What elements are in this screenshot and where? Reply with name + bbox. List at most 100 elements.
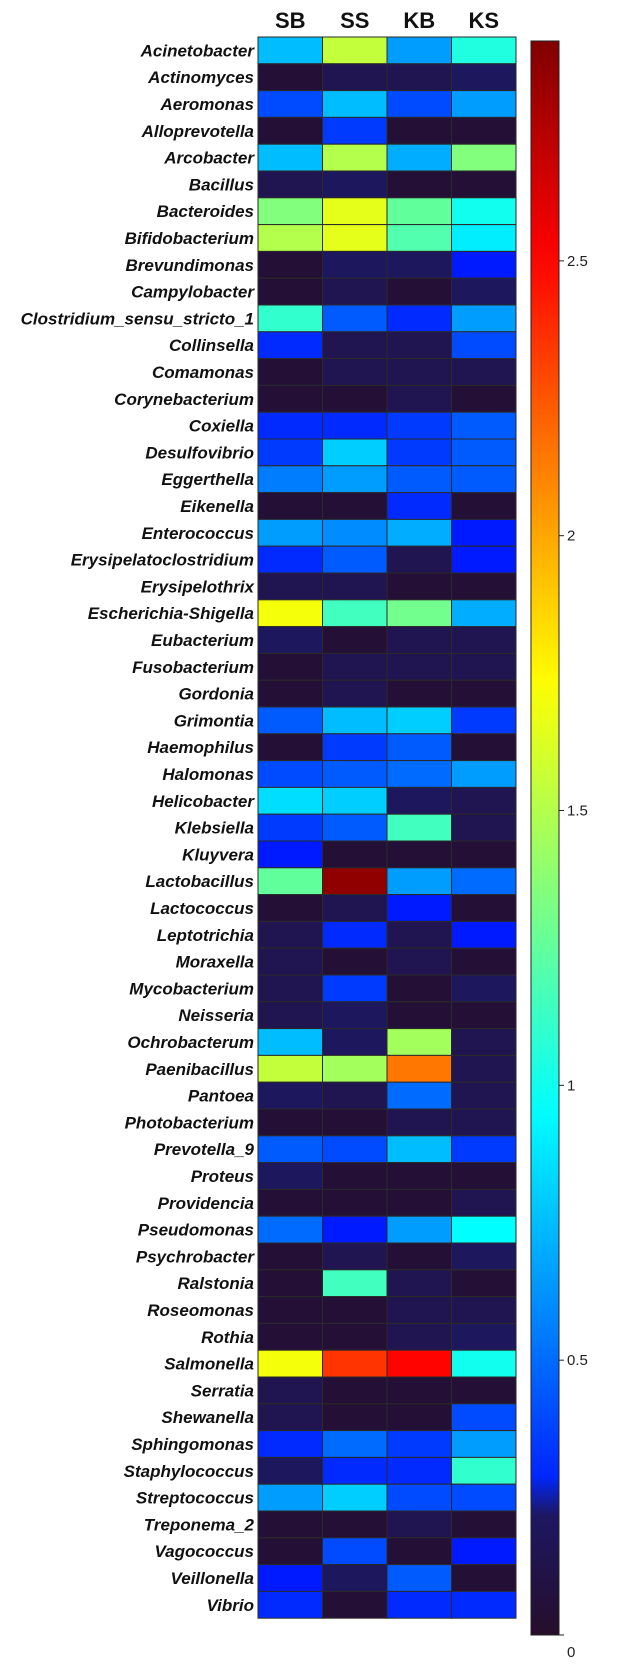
heatmap-cell [386, 894, 452, 922]
row-label: Bacillus [189, 175, 254, 194]
heatmap-cell [386, 1590, 452, 1619]
heatmap-cell [322, 1054, 388, 1083]
heatmap-cell [451, 1188, 517, 1217]
heatmap-cell [386, 786, 452, 815]
row-label: Sphingomonas [131, 1435, 254, 1454]
heatmap-cell [322, 1296, 388, 1324]
row-label: Vagococcus [154, 1542, 254, 1561]
heatmap-cell [386, 867, 452, 896]
column-label-ss: SS [340, 8, 369, 33]
heatmap-cell [386, 572, 452, 601]
heatmap-cell [451, 1135, 517, 1164]
heatmap-cell [386, 1081, 452, 1110]
heatmap-cell [451, 1269, 517, 1298]
row-label: Treponema_2 [144, 1515, 255, 1534]
heatmap-cell [257, 947, 323, 976]
heatmap-cell [257, 250, 323, 279]
heatmap-cell [451, 1054, 517, 1083]
heatmap-cell [257, 706, 323, 735]
heatmap-cell [322, 143, 388, 172]
heatmap-cell [322, 572, 388, 601]
row-label: Moraxella [176, 953, 254, 972]
colorbar-tick-label: 0 [567, 1644, 575, 1661]
heatmap-cell [386, 90, 452, 118]
heatmap-cell [322, 733, 388, 762]
row-label: Erysipelatoclostridium [71, 551, 254, 570]
colorbar-tick-label: 0.5 [567, 1352, 588, 1369]
heatmap-cell [451, 1162, 517, 1190]
heatmap-cell [322, 224, 388, 252]
heatmap-cell [386, 974, 452, 1003]
heatmap-cell [322, 1001, 388, 1030]
heatmap-cell [322, 1430, 388, 1458]
heatmap-cell [257, 1001, 323, 1030]
heatmap-cell [386, 170, 452, 199]
heatmap-cell [257, 116, 323, 145]
row-label: Brevundimonas [126, 256, 254, 275]
heatmap-cell [451, 1537, 517, 1566]
heatmap-cell [451, 492, 517, 520]
heatmap-cell [257, 679, 323, 708]
heatmap-cell [451, 358, 517, 386]
row-label: Eikenella [180, 497, 254, 516]
heatmap-cell [386, 1028, 452, 1056]
heatmap-cell [322, 1322, 388, 1351]
heatmap-cell [451, 894, 517, 922]
heatmap-cell [451, 331, 517, 360]
heatmap-cell [386, 1162, 452, 1190]
heatmap-cell [257, 438, 323, 467]
heatmap-cell [257, 1430, 323, 1458]
heatmap-cell [257, 1215, 323, 1244]
heatmap-cell [451, 1028, 517, 1056]
row-label: Shewanella [161, 1408, 254, 1427]
heatmap-cell [386, 197, 452, 226]
column-label-kb: KB [403, 8, 435, 33]
row-label: Pseudomonas [138, 1221, 254, 1240]
heatmap-cell [322, 920, 388, 949]
heatmap-cell [386, 518, 452, 547]
row-label: Providencia [158, 1194, 254, 1213]
heatmap-cell [386, 250, 452, 279]
row-label: Roseomonas [147, 1301, 254, 1320]
heatmap-cell [451, 170, 517, 199]
heatmap-cell [322, 1590, 388, 1619]
row-label: Serratia [191, 1381, 254, 1400]
heatmap-cell [322, 545, 388, 574]
heatmap-cell [257, 626, 323, 654]
heatmap-cell [451, 679, 517, 708]
row-label: Comamonas [152, 363, 254, 382]
heatmap-cell [386, 760, 452, 788]
heatmap-cell [386, 492, 452, 520]
heatmap-cell [451, 840, 517, 869]
heatmap-cell [386, 706, 452, 735]
heatmap-cell [451, 224, 517, 252]
heatmap-cell [322, 1269, 388, 1298]
heatmap-cell [386, 947, 452, 976]
row-label: Escherichia-Shigella [88, 604, 254, 623]
row-label: Clostridium_sensu_stricto_1 [21, 309, 254, 328]
heatmap-cell [322, 1028, 388, 1056]
row-label: Lactococcus [150, 899, 254, 918]
heatmap-cell [322, 277, 388, 306]
row-label: Acinetobacter [140, 41, 256, 60]
row-label: Eggerthella [161, 470, 254, 489]
heatmap-cell [451, 63, 517, 92]
heatmap-cell [451, 652, 517, 681]
heatmap-cell [257, 840, 323, 869]
heatmap-cell [386, 1215, 452, 1244]
heatmap-cell [322, 786, 388, 815]
heatmap-cell [322, 974, 388, 1003]
heatmap-cell [257, 36, 323, 65]
heatmap-cell [322, 170, 388, 199]
heatmap-cell [257, 224, 323, 252]
heatmap-cell [451, 1296, 517, 1324]
row-label: Eubacterium [151, 631, 254, 650]
heatmap-cell [257, 1537, 323, 1566]
heatmap-cell [322, 1188, 388, 1217]
heatmap-cell [322, 1162, 388, 1190]
colorbar-tick-label: 1 [567, 1077, 575, 1094]
row-labels: Acinetobacter Actinomyces Aeromonas Allopre… [21, 41, 256, 1614]
heatmap-cell [322, 1510, 388, 1539]
heatmap-cell [451, 277, 517, 306]
heatmap-cell [322, 384, 388, 413]
